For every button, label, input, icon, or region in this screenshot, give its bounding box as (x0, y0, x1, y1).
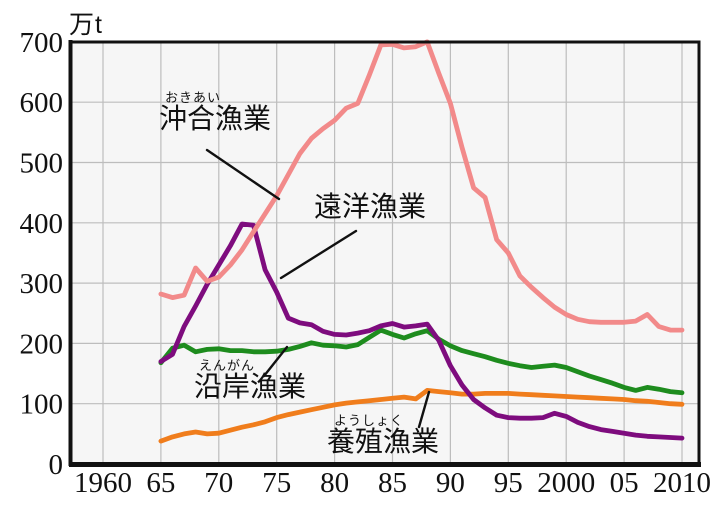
furigana-engan: えんがん (199, 358, 256, 373)
y-tick-label: 200 (20, 328, 64, 360)
series-label-engan-text: 沿岸漁業 (194, 371, 307, 402)
furigana-yoshoku: ようしょく (334, 413, 405, 428)
y-axis-unit-label: 万t (69, 11, 103, 39)
annotation-pointer-engan (262, 345, 289, 378)
series-label-aquaculture: ようしょく 養殖漁業 (327, 414, 439, 456)
x-tick-label: 2000 (537, 467, 595, 499)
x-tick-label: 85 (378, 467, 407, 499)
y-tick-label: 400 (20, 208, 64, 240)
series-line-distant (158, 221, 685, 441)
x-tick-label: 2010 (653, 467, 711, 499)
plot-area (71, 42, 699, 464)
annotation-pointer-yoshoku (417, 390, 431, 429)
y-tick-label: 100 (20, 389, 64, 421)
y-tick-label: 0 (49, 449, 64, 481)
x-tick-label: 05 (610, 467, 639, 499)
annotation-pointer-okiai (205, 148, 281, 201)
y-tick-label: 600 (20, 87, 64, 119)
series-label-coastal: えんがん 沿岸漁業 (194, 359, 306, 401)
series-label-offshore: おきあい 沖合漁業 (159, 91, 271, 133)
x-tick-label: 90 (436, 467, 465, 499)
series-line-aquaculture (158, 387, 685, 444)
x-tick-label: 65 (146, 467, 175, 499)
furigana-okiai: おきあい (165, 90, 222, 105)
y-tick-label: 300 (20, 268, 64, 300)
x-tick-label: 75 (262, 467, 291, 499)
series-line-coastal (158, 327, 685, 396)
y-tick-label: 700 (20, 27, 64, 59)
x-tick-label: 95 (494, 467, 523, 499)
series-label-okiai-text: 沖合漁業 (159, 103, 272, 134)
x-tick-label: 70 (204, 467, 233, 499)
series-label-yoshoku-text: 養殖漁業 (327, 426, 440, 457)
x-tick-label: 80 (320, 467, 349, 499)
series-line-offshore (158, 39, 685, 333)
y-tick-label: 500 (20, 148, 64, 180)
series-label-enyo-text: 遠洋漁業 (314, 191, 427, 222)
annotation-pointer-enyo (279, 229, 358, 280)
x-tick-label: 1960 (74, 467, 132, 499)
series-label-distant: 遠洋漁業 (314, 193, 426, 221)
